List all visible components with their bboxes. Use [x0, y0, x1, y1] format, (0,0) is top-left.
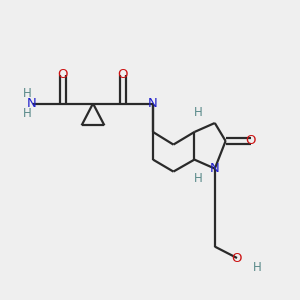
Text: H: H: [23, 106, 32, 120]
Text: O: O: [232, 251, 242, 265]
Text: H: H: [23, 87, 32, 101]
Text: O: O: [245, 134, 256, 148]
Text: H: H: [194, 172, 202, 185]
Text: H: H: [253, 261, 262, 274]
Text: N: N: [210, 162, 220, 175]
Text: O: O: [118, 68, 128, 82]
Text: H: H: [194, 106, 202, 119]
Text: N: N: [27, 97, 37, 110]
Text: O: O: [58, 68, 68, 82]
Text: N: N: [148, 97, 158, 110]
